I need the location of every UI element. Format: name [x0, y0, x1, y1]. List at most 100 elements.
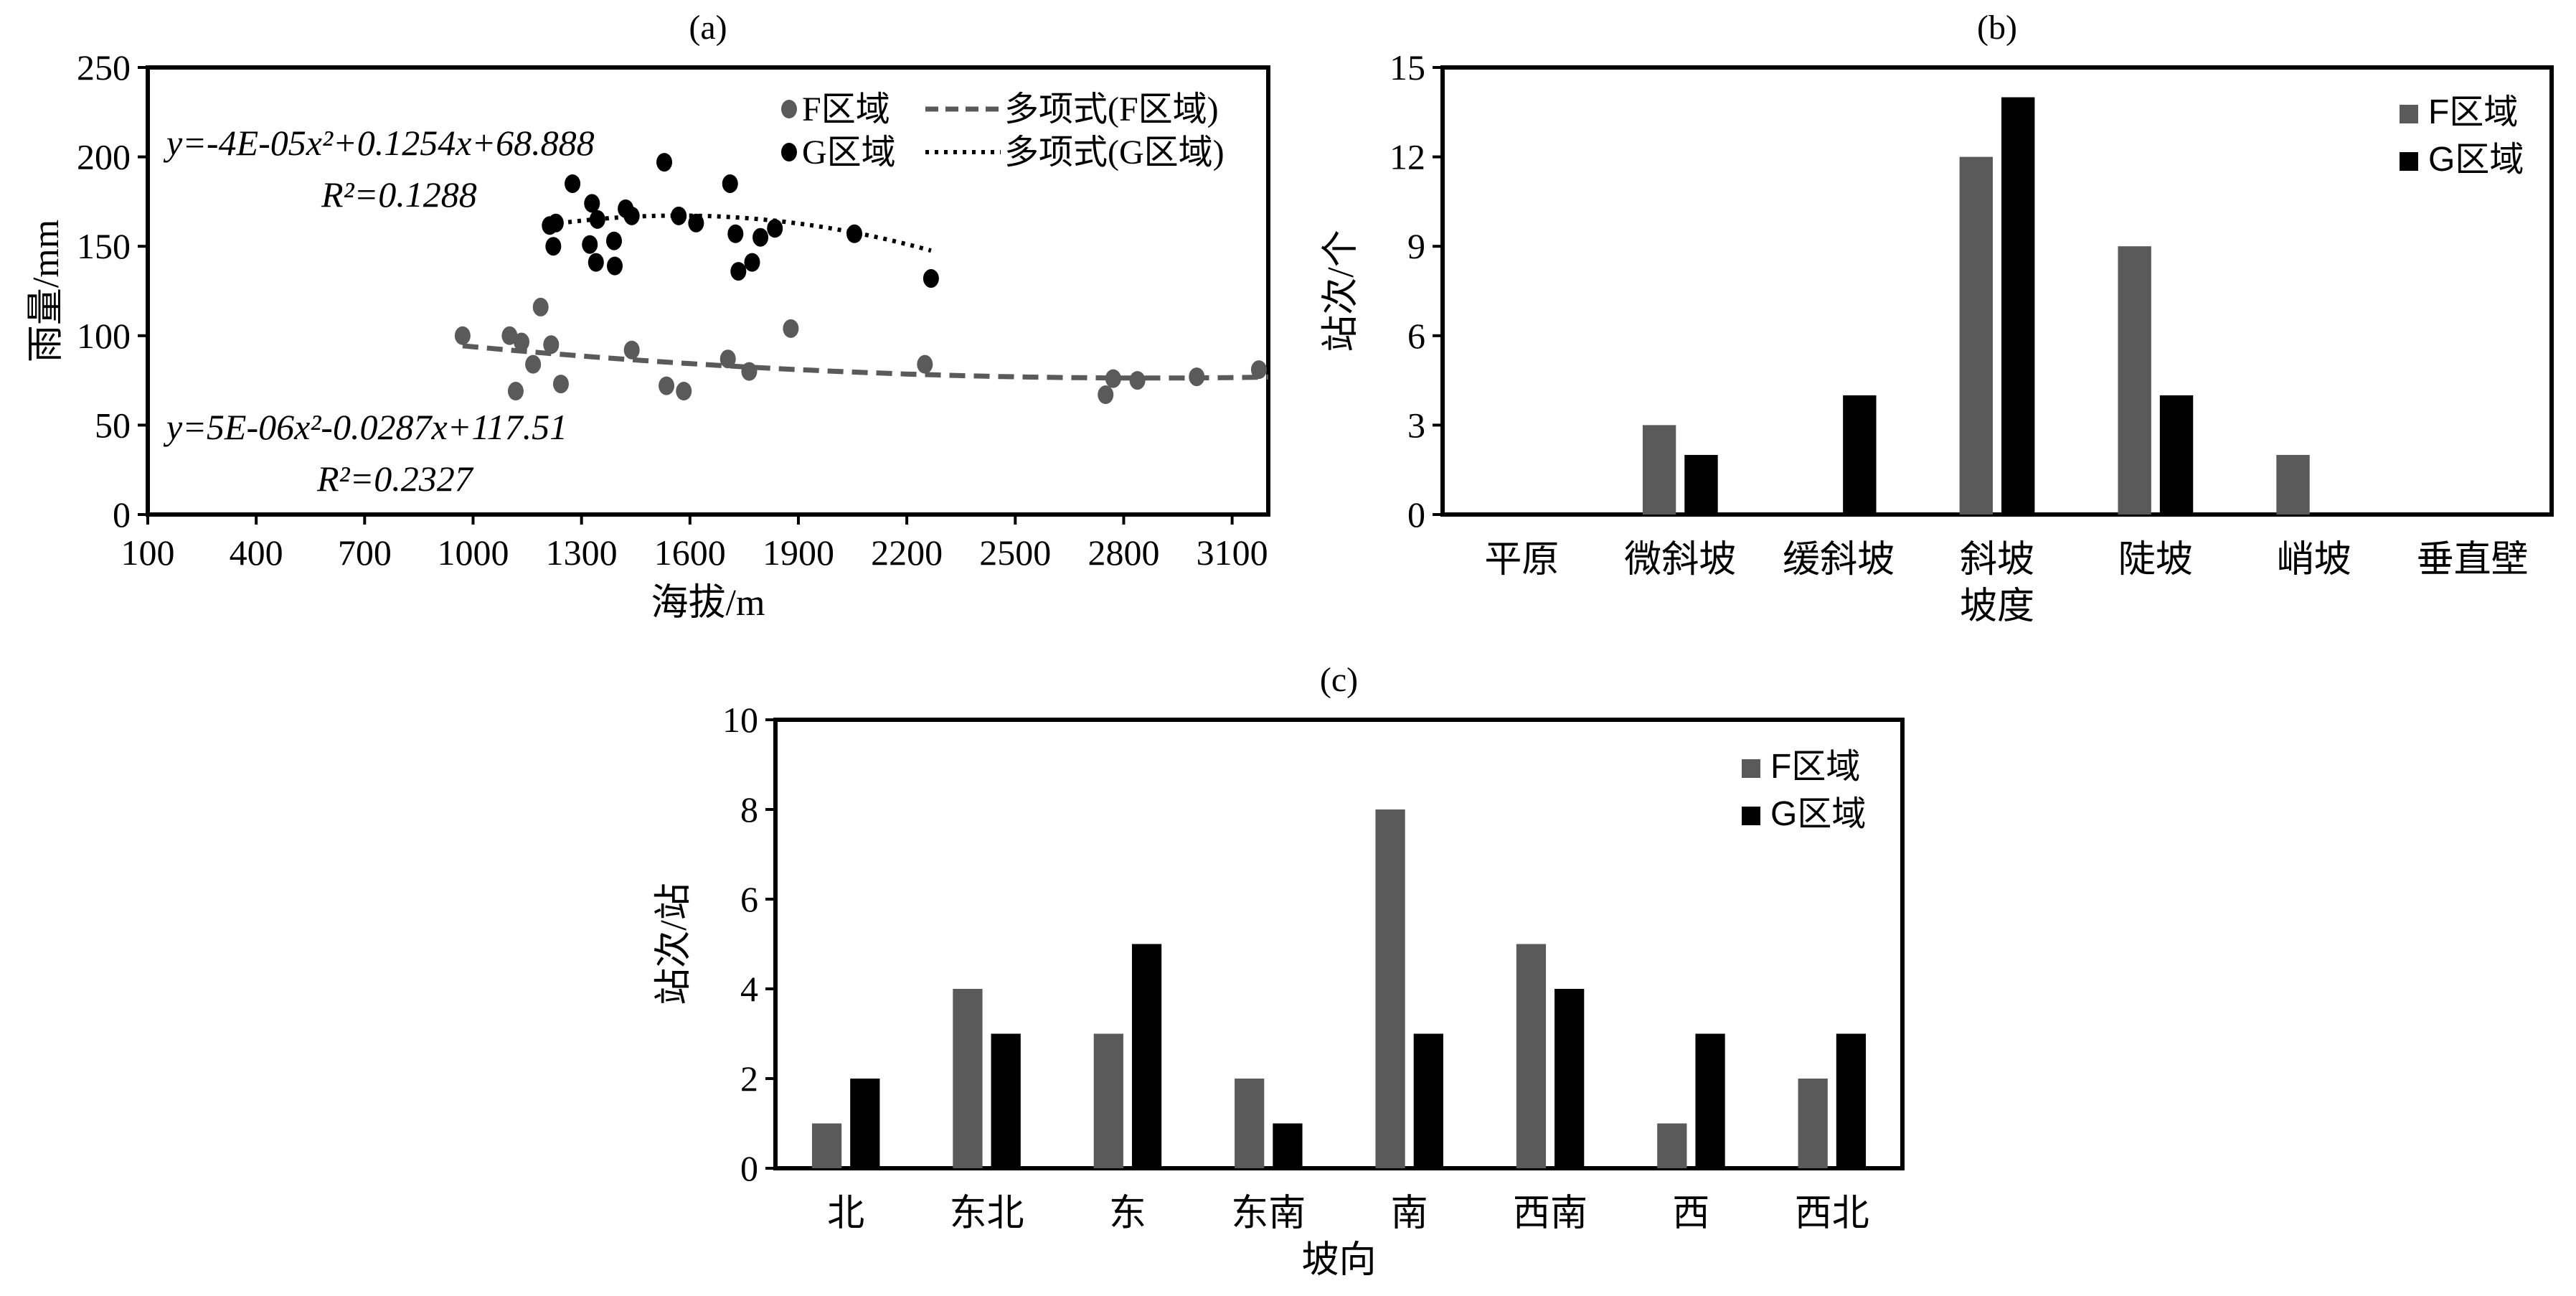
- bar-f: [2276, 454, 2310, 515]
- point-g: [545, 237, 562, 256]
- y-tick-label: 0: [113, 494, 131, 535]
- bar-g: [1684, 454, 1718, 515]
- point-g: [767, 219, 783, 238]
- legend-swatch-g: [2400, 152, 2418, 171]
- y-tick-label: 8: [740, 789, 758, 830]
- bar-g: [1843, 395, 1877, 515]
- bar-g: [1273, 1123, 1303, 1168]
- legend-label-fit-f: 多项式(F区域): [1004, 90, 1219, 128]
- y-tick-label: 250: [77, 47, 131, 88]
- x-tick-label: 3100: [1197, 532, 1268, 573]
- point-g: [722, 174, 738, 193]
- bar-f: [1642, 425, 1676, 515]
- point-f: [1105, 369, 1121, 388]
- y-tick-label: 2: [740, 1058, 758, 1099]
- x-tick-label: 南: [1391, 1193, 1428, 1234]
- point-f: [917, 354, 933, 374]
- bar-f: [1093, 1033, 1123, 1168]
- bar-g: [1695, 1033, 1725, 1168]
- y-tick-label: 100: [77, 316, 131, 356]
- point-f: [741, 362, 758, 381]
- point-g: [547, 213, 564, 233]
- point-f: [501, 326, 518, 345]
- point-g: [565, 174, 581, 193]
- y-tick-label: 4: [740, 969, 758, 1009]
- legend-marker-f: [781, 100, 797, 118]
- point-f: [532, 297, 549, 316]
- r2-f: R²=0.2327: [316, 459, 474, 499]
- chart-title: (c): [1320, 661, 1358, 699]
- bar-g: [850, 1079, 880, 1168]
- bar-g: [1131, 944, 1162, 1168]
- fit-line-g: [549, 213, 932, 253]
- chart-title: (a): [689, 9, 727, 47]
- x-tick-label: 陡坡: [2118, 540, 2193, 581]
- fit-line-f: [462, 343, 1269, 381]
- point-g: [605, 231, 622, 250]
- bar-g: [2159, 395, 2194, 515]
- point-f: [676, 382, 692, 401]
- point-g: [588, 253, 604, 272]
- bar-f: [811, 1123, 842, 1168]
- x-tick-label: 东北: [950, 1193, 1024, 1234]
- x-tick-label: 微斜坡: [1624, 540, 1736, 581]
- x-tick-label: 东南: [1231, 1193, 1306, 1234]
- y-axis-label: 雨量/mm: [26, 220, 67, 362]
- bar-f: [1235, 1079, 1265, 1168]
- bar-g: [2001, 97, 2035, 515]
- point-g: [923, 269, 939, 288]
- equation-g: y=-4E-05x²+0.1254x+68.888: [163, 123, 595, 163]
- x-tick-label: 100: [121, 532, 175, 573]
- x-tick-label: 西: [1672, 1193, 1709, 1234]
- point-g: [623, 206, 640, 225]
- point-f: [623, 340, 640, 360]
- x-tick-label: 东: [1109, 1193, 1146, 1234]
- legend-label-f: F区域: [802, 90, 890, 128]
- point-f: [1250, 360, 1267, 380]
- bar-f: [1657, 1123, 1687, 1168]
- point-f: [1189, 367, 1205, 387]
- bar-f: [953, 989, 983, 1168]
- bar-f: [1516, 944, 1547, 1168]
- x-axis-label: 海拔/m: [651, 583, 765, 624]
- point-g: [846, 224, 863, 243]
- x-tick-label: 1000: [437, 532, 509, 573]
- x-tick-label: 西南: [1513, 1193, 1587, 1234]
- bar-g: [1836, 1033, 1867, 1168]
- x-tick-label: 1900: [763, 532, 834, 573]
- x-tick-label: 700: [338, 532, 392, 573]
- y-tick-label: 10: [722, 700, 758, 740]
- x-tick-label: 峭坡: [2277, 540, 2351, 581]
- point-g: [671, 206, 687, 225]
- legend-label-g: G区域: [802, 133, 896, 172]
- point-g: [582, 235, 598, 254]
- point-g: [744, 253, 760, 272]
- point-f: [720, 349, 736, 369]
- y-tick-label: 3: [1407, 405, 1425, 445]
- y-tick-label: 9: [1407, 226, 1425, 266]
- x-tick-label: 平原: [1484, 540, 1559, 581]
- y-tick-label: 150: [77, 226, 131, 266]
- plot-frame: [1440, 65, 2554, 517]
- y-tick-label: 12: [1390, 137, 1425, 177]
- plot-frame: [773, 718, 1905, 1170]
- point-f: [525, 354, 542, 374]
- x-axis-label: 坡向: [1301, 1240, 1376, 1281]
- point-f: [1129, 371, 1146, 390]
- equation-f: y=5E-06x²-0.0287x+117.51: [163, 407, 567, 447]
- legend-swatch-g: [1742, 807, 1760, 825]
- y-tick-label: 15: [1390, 47, 1425, 88]
- r2-g: R²=0.1288: [321, 174, 477, 215]
- legend-swatch-f: [2400, 105, 2418, 123]
- point-f: [783, 319, 799, 338]
- point-g: [656, 153, 673, 172]
- y-tick-label: 0: [1407, 494, 1425, 535]
- bar-g: [1413, 1033, 1443, 1168]
- point-g: [607, 256, 623, 276]
- x-tick-label: 西北: [1795, 1193, 1869, 1234]
- y-tick-label: 0: [740, 1148, 758, 1188]
